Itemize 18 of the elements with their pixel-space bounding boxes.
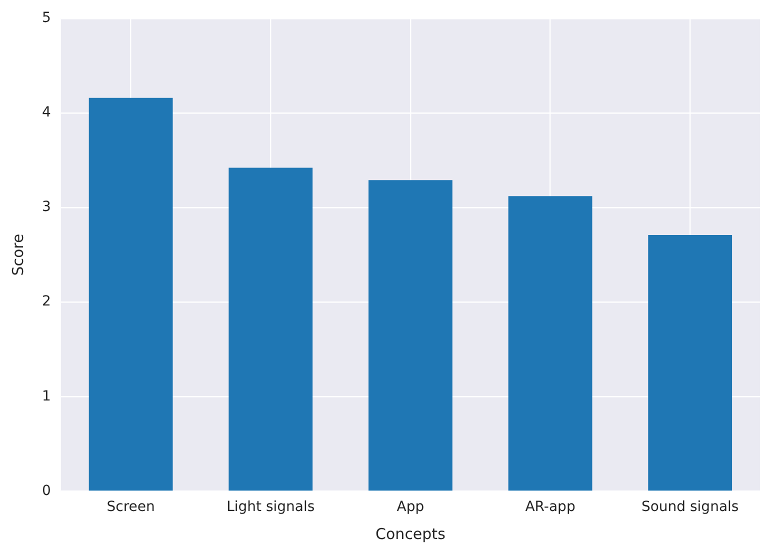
bar bbox=[368, 180, 452, 491]
x-tick-label: Light signals bbox=[226, 499, 315, 516]
bar bbox=[508, 196, 592, 491]
x-tick-label: App bbox=[396, 499, 424, 516]
y-tick-label: 3 bbox=[42, 199, 51, 216]
x-tick-label: Sound signals bbox=[641, 499, 739, 516]
x-tick-label: Screen bbox=[106, 499, 155, 516]
x-axis-title: Concepts bbox=[376, 524, 446, 543]
bar bbox=[88, 98, 173, 491]
bar bbox=[228, 168, 313, 491]
y-tick-label: 0 bbox=[42, 482, 51, 499]
x-tick-label: AR-app bbox=[525, 499, 576, 516]
bar bbox=[648, 234, 732, 491]
y-tick-label: 4 bbox=[42, 104, 51, 121]
y-tick-label: 1 bbox=[42, 388, 51, 404]
y-axis-title: Score bbox=[8, 234, 27, 276]
y-tick-label: 5 bbox=[42, 10, 51, 26]
y-tick-label: 2 bbox=[42, 294, 51, 310]
